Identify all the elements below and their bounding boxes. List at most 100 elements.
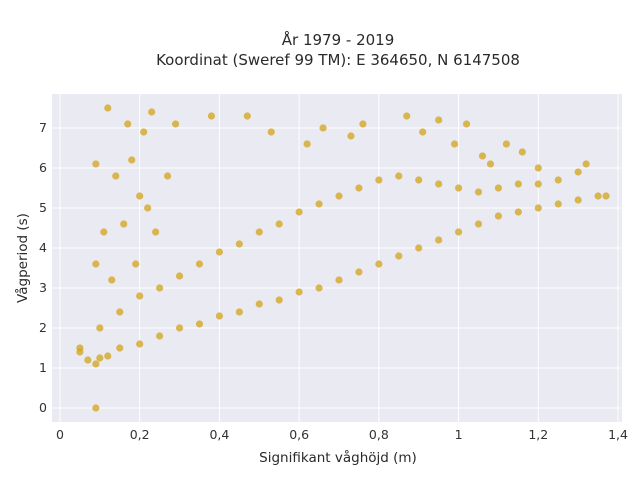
- scatter-point: [494, 184, 503, 192]
- scatter-point: [335, 192, 343, 200]
- scatter-point: [514, 208, 522, 216]
- scatter-point: [315, 284, 323, 292]
- scatter-point: [554, 200, 562, 208]
- scatter-point: [375, 176, 383, 184]
- scatter-point: [148, 108, 156, 116]
- scatter-point: [514, 180, 522, 188]
- scatter-point: [435, 116, 443, 124]
- scatter-point: [116, 344, 124, 352]
- scatter-point: [144, 204, 152, 212]
- scatter-point: [415, 244, 423, 252]
- scatter-point: [319, 124, 327, 132]
- x-tick-label: 0: [56, 427, 64, 442]
- scatter-point: [419, 128, 427, 136]
- scatter-point: [359, 120, 367, 128]
- points-layer: [76, 104, 610, 412]
- y-tick-label: 5: [39, 200, 47, 215]
- scatter-point: [92, 360, 100, 368]
- scatter-point: [175, 324, 184, 332]
- x-axis-label: Signifikant våghöjd (m): [259, 449, 417, 466]
- grid-layer: [52, 94, 622, 422]
- scatter-point: [136, 292, 144, 300]
- scatter-point: [156, 332, 164, 340]
- scatter-point: [255, 300, 263, 308]
- scatter-point: [474, 220, 483, 228]
- y-axis-label: Vågperiod (s): [14, 213, 31, 303]
- scatter-point: [128, 156, 136, 164]
- scatter-point: [554, 176, 562, 184]
- scatter-point: [474, 188, 483, 196]
- x-tick-label: 0,4: [209, 427, 229, 442]
- scatter-point: [347, 132, 355, 140]
- scatter-point: [96, 354, 104, 362]
- scatter-point: [92, 160, 100, 168]
- scatter-point: [195, 320, 204, 328]
- scatter-point: [207, 112, 216, 120]
- scatter-point: [120, 220, 128, 228]
- y-tick-label: 7: [39, 120, 47, 135]
- scatter-point: [243, 112, 251, 120]
- scatter-point: [594, 192, 602, 200]
- scatter-point: [534, 204, 542, 212]
- scatter-point: [136, 192, 144, 200]
- scatter-point: [502, 140, 511, 148]
- scatter-point: [355, 184, 363, 192]
- scatter-point: [92, 260, 100, 268]
- x-tick-label: 0,2: [130, 427, 150, 442]
- scatter-point: [275, 220, 283, 228]
- scatter-point: [84, 356, 92, 364]
- scatter-point: [124, 120, 132, 128]
- scatter-point: [116, 308, 124, 316]
- scatter-point: [235, 308, 243, 316]
- scatter-point: [92, 404, 100, 412]
- scatter-point: [574, 168, 582, 176]
- scatter-point: [136, 340, 144, 348]
- scatter-point: [395, 252, 403, 260]
- scatter-point: [375, 260, 383, 268]
- scatter-point: [152, 228, 160, 236]
- chart-subtitle: Koordinat (Sweref 99 TM): E 364650, N 61…: [156, 51, 520, 69]
- scatter-point: [534, 164, 542, 172]
- scatter-point: [132, 260, 140, 268]
- x-tick-label: 1,2: [528, 427, 548, 442]
- scatter-point: [478, 152, 487, 160]
- scatter-point: [96, 324, 104, 332]
- scatter-point: [454, 228, 463, 236]
- scatter-point: [295, 208, 303, 216]
- scatter-point: [215, 312, 224, 320]
- scatter-point: [171, 120, 180, 128]
- y-tick-label: 4: [39, 240, 47, 255]
- x-tick-label: 0,6: [289, 427, 309, 442]
- scatter-point: [156, 284, 164, 292]
- scatter-point: [303, 140, 311, 148]
- scatter-point: [395, 172, 403, 180]
- scatter-point: [255, 228, 263, 236]
- scatter-point: [574, 196, 582, 204]
- scatter-point: [112, 172, 120, 180]
- scatter-point: [450, 140, 459, 148]
- chart-title: År 1979 - 2019: [282, 30, 395, 49]
- scatter-point: [140, 128, 148, 136]
- y-tick-label: 1: [39, 360, 47, 375]
- y-tick-label: 3: [39, 280, 47, 295]
- x-tick-label: 0,8: [369, 427, 389, 442]
- scatter-point: [534, 180, 542, 188]
- scatter-point: [435, 180, 443, 188]
- scatter-point: [175, 272, 184, 280]
- scatter-point: [163, 172, 172, 180]
- scatter-point: [235, 240, 243, 248]
- scatter-point: [454, 184, 463, 192]
- tick-layer: 0 0,2 0,4 0,6 0,8 1 1,2 1,4 0 1 2 3 4 5 6 7: [39, 120, 628, 442]
- scatter-point: [104, 104, 112, 112]
- scatter-point: [355, 268, 363, 276]
- scatter-point: [335, 276, 343, 284]
- x-tick-label: 1,4: [608, 427, 628, 442]
- plot-area: [52, 94, 622, 422]
- scatter-point: [295, 288, 303, 296]
- scatter-point: [195, 260, 204, 268]
- scatter-point: [76, 344, 84, 352]
- scatter-point: [582, 160, 590, 168]
- scatter-point: [100, 228, 108, 236]
